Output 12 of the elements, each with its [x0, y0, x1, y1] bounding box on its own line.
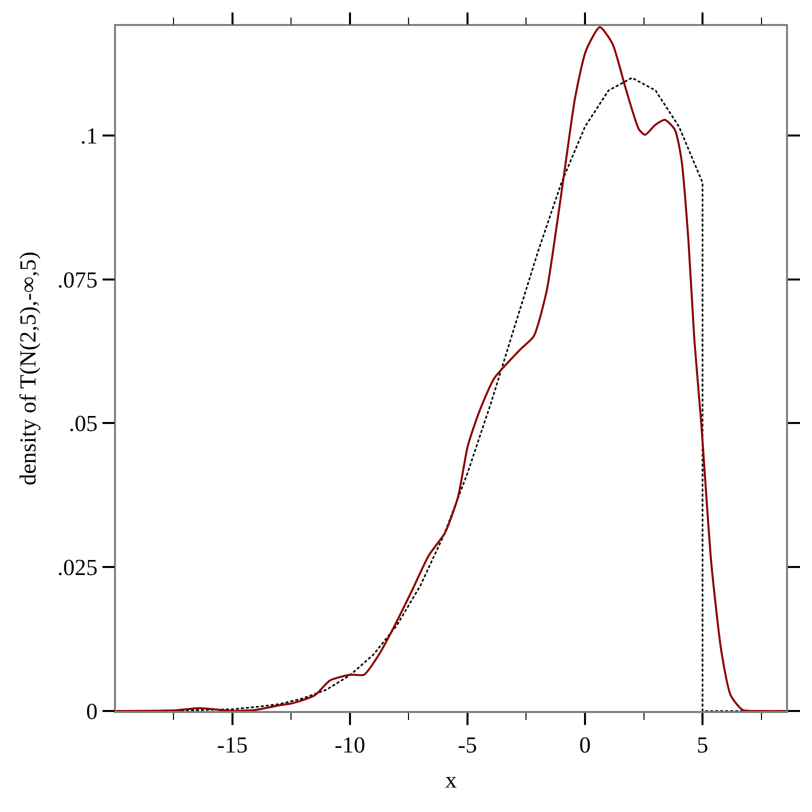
y-axis-title: density of T(N(2,5),-∞,5) [15, 252, 40, 486]
y-tick-label: .025 [57, 555, 98, 580]
y-tick-label: 0 [86, 699, 98, 724]
y-tick-label: .05 [68, 411, 98, 436]
x-axis-title: x [445, 767, 458, 792]
x-tick-label: -5 [458, 732, 478, 758]
x-tick-label: 0 [579, 732, 591, 758]
y-tick-label: .075 [57, 267, 98, 292]
x-tick-label: -15 [217, 732, 248, 758]
x-tick-label: -10 [334, 732, 366, 758]
x-tick-label: 5 [696, 732, 708, 758]
y-tick-label: .1 [80, 123, 98, 148]
